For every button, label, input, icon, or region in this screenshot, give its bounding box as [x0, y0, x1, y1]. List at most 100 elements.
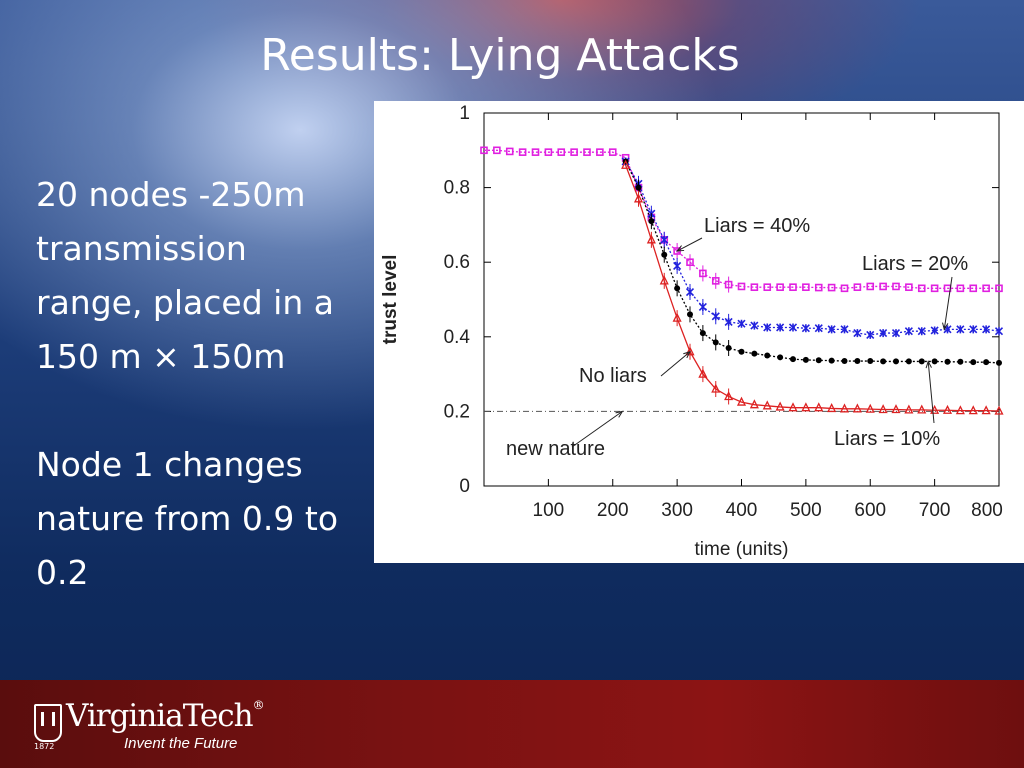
- data-point: [699, 330, 706, 337]
- data-point: [711, 277, 720, 285]
- data-point: [724, 280, 733, 289]
- data-point: [493, 146, 501, 155]
- x-tick-label: 100: [533, 500, 565, 521]
- y-tick-label: 0.6: [444, 252, 470, 273]
- data-point: [905, 283, 913, 291]
- footer-bar: 1872 VirginiaTech® Invent the Future: [0, 680, 1024, 768]
- logo-tagline: Invent the Future: [124, 735, 238, 752]
- data-point: [995, 284, 1003, 293]
- data-point: [878, 404, 888, 414]
- data-point: [776, 323, 785, 332]
- data-point: [814, 283, 823, 292]
- data-point: [968, 405, 978, 415]
- data-point: [646, 234, 656, 244]
- series-line: [625, 161, 1000, 364]
- data-point: [775, 401, 785, 411]
- data-point: [698, 302, 707, 312]
- data-point: [815, 357, 822, 364]
- data-point: [841, 358, 848, 365]
- data-point: [557, 148, 566, 156]
- annotation-arrow: [927, 361, 935, 424]
- data-point: [674, 285, 681, 292]
- slide-title: Results: Lying Attacks: [260, 30, 740, 81]
- data-point: [930, 326, 939, 335]
- data-point: [957, 358, 964, 365]
- annotation-arrowhead: [675, 245, 685, 252]
- data-point: [802, 356, 809, 363]
- body-line: 150 m × 150m: [36, 337, 286, 376]
- data-point: [983, 359, 990, 366]
- data-point: [711, 383, 721, 393]
- data-point: [981, 405, 991, 415]
- data-point: [762, 400, 772, 410]
- x-tick-label: 800: [971, 500, 1003, 521]
- data-point: [789, 283, 797, 291]
- annotation-arrowhead: [683, 350, 691, 359]
- body-line: 0.2: [36, 553, 89, 592]
- data-point: [686, 258, 694, 266]
- data-point: [480, 146, 488, 155]
- data-point: [942, 404, 953, 414]
- body-line: 20 nodes -250m: [36, 175, 306, 214]
- logo-registered-mark: ®: [252, 698, 265, 712]
- data-point: [698, 368, 708, 378]
- x-axis-label: time (units): [695, 539, 789, 560]
- data-point: [621, 159, 631, 169]
- data-point: [790, 356, 796, 363]
- logo-name: VirginiaTech®: [66, 698, 265, 734]
- data-point: [570, 148, 578, 156]
- body-line: Node 1 changes: [36, 445, 303, 484]
- data-point: [673, 261, 682, 270]
- data-point: [852, 403, 862, 413]
- y-tick-label: 0.8: [444, 178, 470, 199]
- data-point: [814, 402, 824, 412]
- data-point: [661, 251, 668, 258]
- data-point: [969, 284, 978, 293]
- data-point: [776, 283, 784, 291]
- slide-body-text: 20 nodes -250m transmission range, place…: [36, 168, 381, 600]
- y-tick-label: 0.2: [444, 401, 470, 422]
- data-point: [544, 148, 553, 156]
- series-line: [625, 161, 1000, 336]
- data-point: [749, 399, 759, 409]
- body-line: range, placed in a: [36, 283, 334, 322]
- annotation-label: Liars = 10%: [834, 428, 940, 450]
- data-point: [867, 358, 874, 365]
- data-point: [802, 283, 810, 291]
- data-point: [712, 339, 719, 346]
- data-point: [699, 269, 707, 278]
- data-point: [685, 287, 695, 297]
- data-point: [724, 317, 733, 326]
- data-point: [865, 403, 875, 413]
- data-point: [840, 325, 849, 334]
- data-point: [751, 350, 758, 357]
- annotation-arrow: [571, 410, 623, 448]
- data-point: [724, 391, 734, 401]
- data-point: [788, 323, 798, 332]
- data-point: [633, 193, 644, 203]
- body-line: transmission: [36, 229, 247, 268]
- x-tick-label: 200: [597, 500, 629, 521]
- shield-icon: [34, 704, 62, 742]
- data-point: [982, 325, 991, 334]
- data-point: [917, 404, 927, 414]
- annotation-label: Liars = 20%: [862, 253, 968, 275]
- x-tick-label: 500: [790, 500, 822, 521]
- data-point: [891, 329, 901, 338]
- data-point: [931, 358, 938, 365]
- data-point: [879, 329, 888, 338]
- data-point: [685, 346, 695, 356]
- annotation-arrow: [660, 351, 691, 377]
- data-point: [994, 327, 1004, 336]
- data-point: [827, 402, 837, 413]
- data-point: [854, 358, 861, 365]
- annotation-arrow: [676, 237, 703, 252]
- data-point: [982, 284, 990, 293]
- data-point: [827, 283, 836, 292]
- data-point: [777, 354, 784, 361]
- data-point: [893, 358, 899, 365]
- logo-year: 1872: [34, 742, 55, 751]
- data-point: [750, 283, 759, 291]
- chart-canvas: 0 0.2 0.4 0.6 0.8 1 100 200 300 400 500 600 700 800 ti…: [380, 103, 1004, 560]
